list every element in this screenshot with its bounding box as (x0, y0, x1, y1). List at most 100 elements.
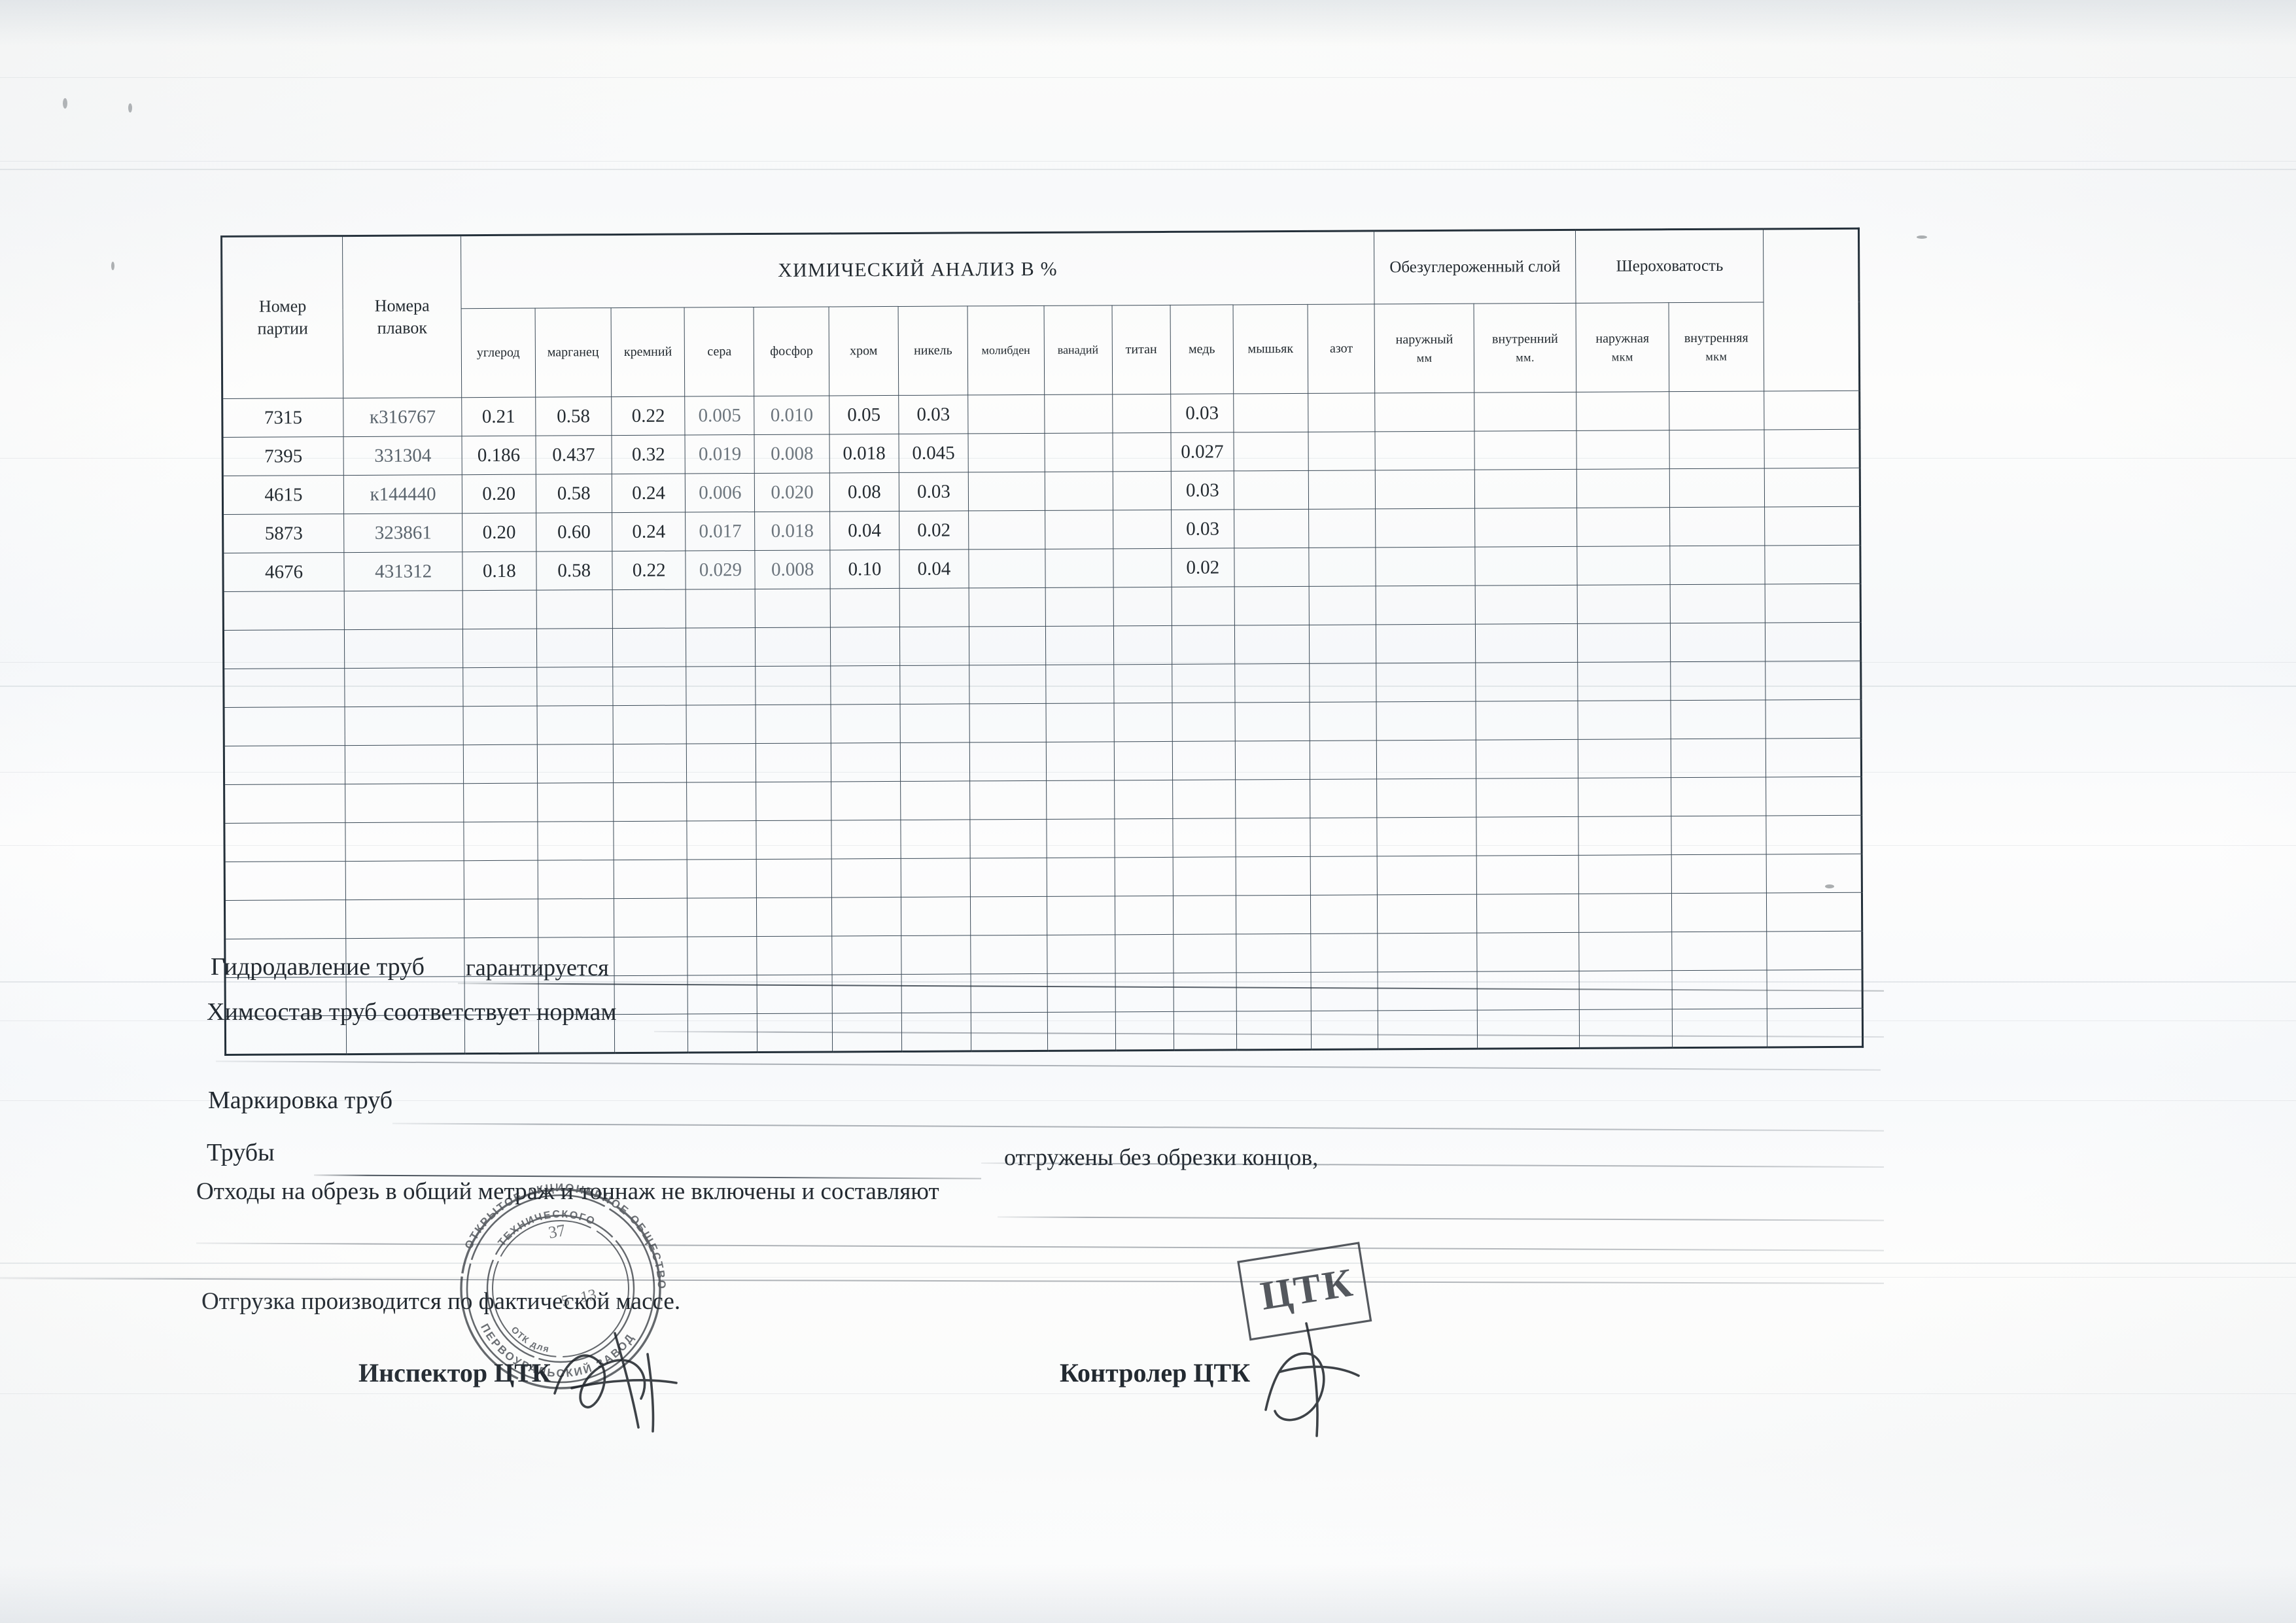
cell-empty (1378, 1010, 1478, 1049)
cell-empty (1578, 932, 1672, 971)
cell-сера: 0.019 (685, 434, 755, 474)
scan-speck (63, 98, 67, 109)
cell-empty (1476, 778, 1579, 818)
header-plavka: Номера плавок (342, 235, 462, 398)
cell-empty (970, 858, 1047, 897)
cell-roughness-0 (1576, 468, 1670, 508)
cell-empty (756, 781, 831, 821)
cell-empty (1476, 932, 1580, 972)
header-nickel: никель (897, 305, 968, 396)
cell-empty (1174, 972, 1237, 1012)
cell-empty (1045, 587, 1113, 627)
ctk-rect-stamp: ЦТК (1237, 1242, 1372, 1341)
cell-partiya: 4615 (222, 475, 344, 515)
cell-ванадий (1044, 394, 1113, 434)
cell-углерод: 0.20 (462, 474, 536, 514)
cell-decarb-1 (1474, 430, 1577, 470)
scan-speck (128, 103, 132, 113)
pipes-shipped-statement: отгружены без обрезки концов, (1004, 1144, 1319, 1170)
header-titanium: титан (1111, 305, 1171, 394)
cell-empty (755, 627, 831, 667)
cell-empty (1577, 584, 1671, 624)
cell-empty (687, 898, 757, 937)
cell-empty (612, 589, 686, 629)
hydro-pressure-label: Гидродавление труб (211, 953, 425, 981)
cell-empty (831, 820, 901, 859)
cell-empty (1671, 969, 1767, 1009)
cell-roughness-0 (1576, 546, 1670, 585)
cell-хром: 0.08 (829, 472, 899, 512)
cell-empty (1115, 934, 1174, 973)
cell-empty (1671, 777, 1767, 816)
cell-empty (901, 973, 971, 1013)
header-manganese: марганец (534, 307, 612, 398)
cell-empty (1579, 1009, 1673, 1049)
cell-roughness-1 (1669, 506, 1765, 546)
cell-empty (686, 627, 756, 667)
cell-empty (1671, 815, 1767, 855)
cell-empty (969, 626, 1046, 665)
cell-extra (1765, 545, 1861, 584)
header-partiya: Номер партии (221, 236, 343, 399)
cell-empty (901, 1012, 971, 1052)
cell-empty (1578, 777, 1671, 817)
cell-empty (1766, 815, 1862, 854)
chemical-composition-statement: Химсостав труб соответствует нормам (207, 998, 617, 1026)
cell-empty (831, 974, 902, 1013)
cell-empty (345, 860, 464, 900)
inspector-signature-ink (553, 1332, 678, 1433)
shipping-statement: Отгрузка производится по фактической мас… (201, 1288, 681, 1315)
cell-empty (614, 860, 687, 899)
cell-мышьяк (1234, 509, 1309, 548)
cell-empty (1115, 896, 1174, 935)
cell-титан (1113, 548, 1172, 587)
cell-empty (900, 819, 971, 859)
cell-decarb-1 (1474, 469, 1577, 509)
cell-empty (1310, 778, 1378, 818)
cell-decarb-1 (1474, 546, 1578, 586)
header-decarb-outer: наружный мм (1374, 304, 1474, 393)
cell-мышьяк (1234, 548, 1310, 587)
cell-empty (1045, 664, 1114, 704)
cell-empty (756, 820, 832, 860)
cell-никель: 0.03 (898, 394, 969, 434)
svg-text:ТЕХНИЧЕСКОГО: ТЕХНИЧЕСКОГО (496, 1209, 597, 1249)
cell-марганец: 0.58 (535, 396, 612, 436)
header-group-decarburized-layer: Обезуглероженный слой (1374, 230, 1576, 304)
cell-empty (1173, 895, 1236, 935)
cell-empty (1377, 817, 1477, 856)
cell-хром: 0.018 (829, 434, 899, 473)
cell-empty (830, 665, 900, 705)
cell-марганец: 0.437 (535, 435, 612, 475)
cell-empty (537, 898, 614, 938)
cell-empty (1476, 739, 1578, 779)
cell-empty (969, 587, 1045, 627)
cell-фосфор: 0.020 (754, 472, 830, 512)
cell-empty (462, 629, 537, 668)
waste-statement: Отходы на обрезь в общий метраж и тоннаж… (196, 1178, 939, 1205)
cell-plavka: к316767 (343, 397, 462, 437)
cell-empty (1172, 702, 1235, 742)
cell-empty (1670, 661, 1766, 701)
cell-empty (900, 742, 970, 782)
cell-empty (1376, 778, 1476, 818)
header-group-chemical-analysis: ХИМИЧЕСКИЙ АНАЛИЗ В % (461, 230, 1375, 309)
cell-фосфор: 0.008 (755, 550, 831, 589)
cell-empty (899, 587, 969, 627)
cell-кремний: 0.32 (612, 435, 686, 474)
cell-roughness-1 (1669, 429, 1765, 469)
cell-empty (464, 899, 538, 938)
cell-empty (1234, 663, 1310, 703)
cell-empty (1235, 856, 1311, 896)
cell-empty (1475, 585, 1578, 625)
header-molybdenum: молибден (967, 305, 1045, 395)
cell-empty (1114, 818, 1174, 858)
cell-empty (831, 935, 901, 975)
cell-кремний: 0.24 (612, 474, 686, 513)
cell-марганец: 0.58 (535, 474, 612, 514)
cell-молибден (968, 510, 1045, 550)
cell-empty (1578, 816, 1671, 856)
cell-extra (1764, 468, 1860, 507)
cell-empty (1766, 892, 1862, 932)
cell-empty (1376, 701, 1476, 741)
